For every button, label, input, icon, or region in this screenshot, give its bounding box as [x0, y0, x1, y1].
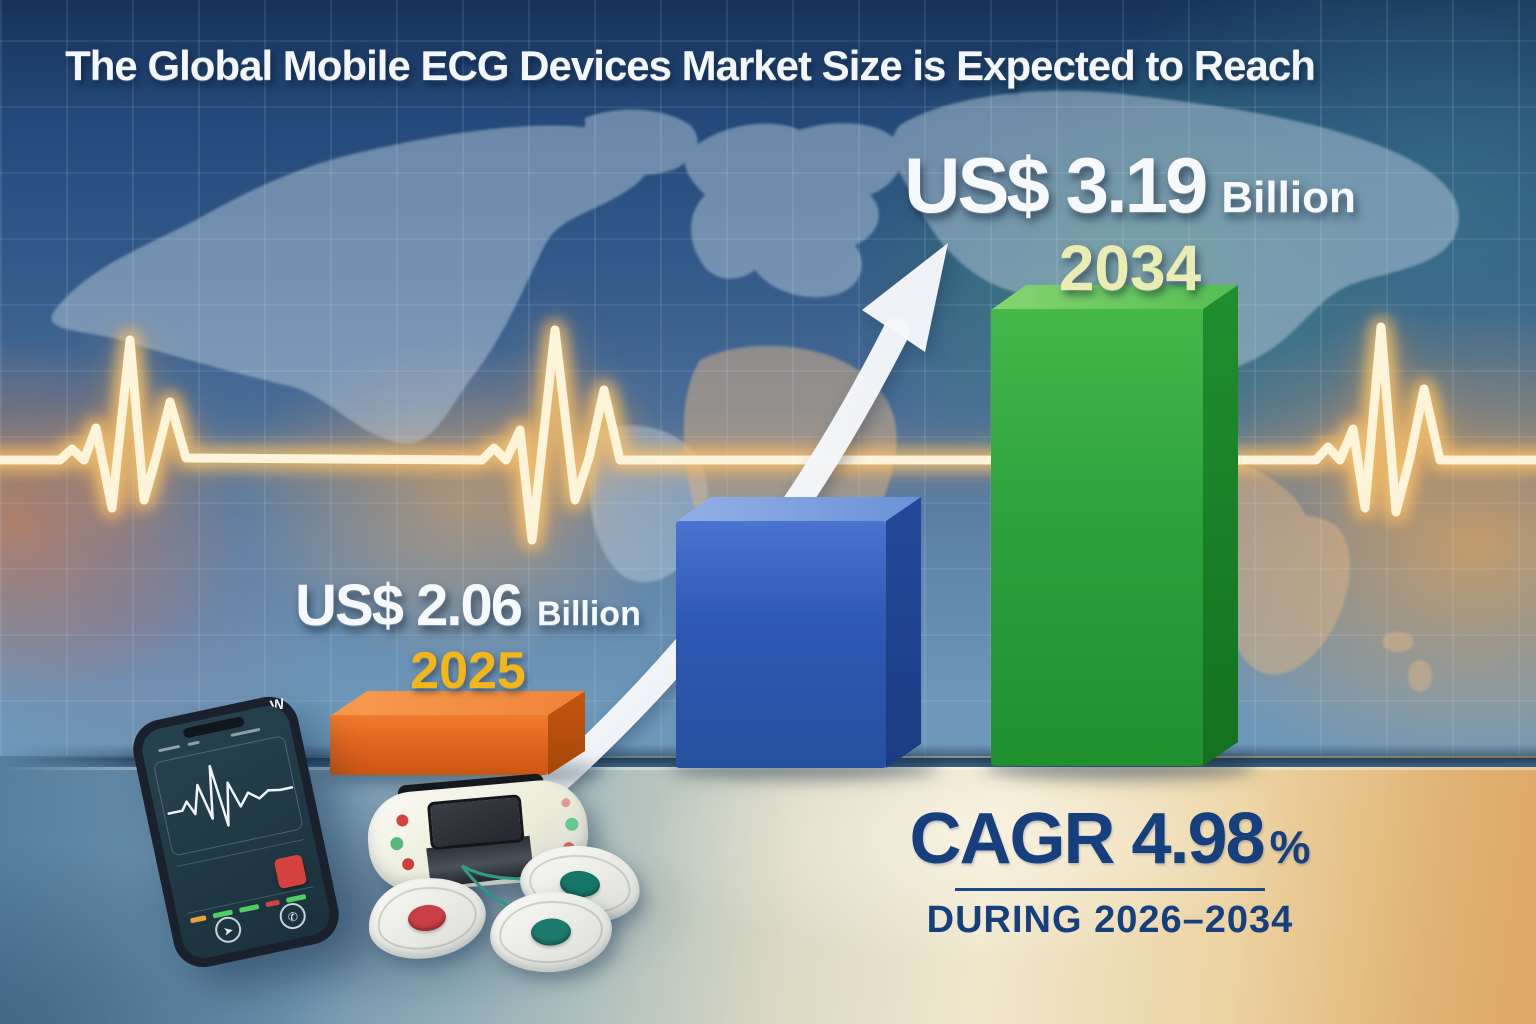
- value-2034-unit: Billion: [1221, 173, 1356, 222]
- year-2034-label: 2034: [1058, 232, 1202, 304]
- cagr-value: CAGR 4.98: [909, 799, 1265, 879]
- year-2025-label: 2025: [410, 642, 526, 700]
- value-2025-amount: US$ 2.06: [295, 573, 523, 638]
- cagr-block: CAGR 4.98 % DURING 2026–2034: [840, 798, 1380, 942]
- cagr-period: DURING 2026–2034: [926, 899, 1294, 941]
- value-2025-group: US$ 2.06 Billion 2025: [258, 572, 678, 701]
- value-2034-amount: US$ 3.19: [904, 141, 1208, 229]
- page-title: The Global Mobile ECG Devices Market Siz…: [65, 42, 1316, 89]
- cagr-divider: [955, 888, 1265, 891]
- value-2034-group: US$ 3.19 Billion 2034: [880, 140, 1380, 305]
- cagr-percent-sign: %: [1269, 821, 1311, 873]
- value-2025-unit: Billion: [536, 595, 641, 633]
